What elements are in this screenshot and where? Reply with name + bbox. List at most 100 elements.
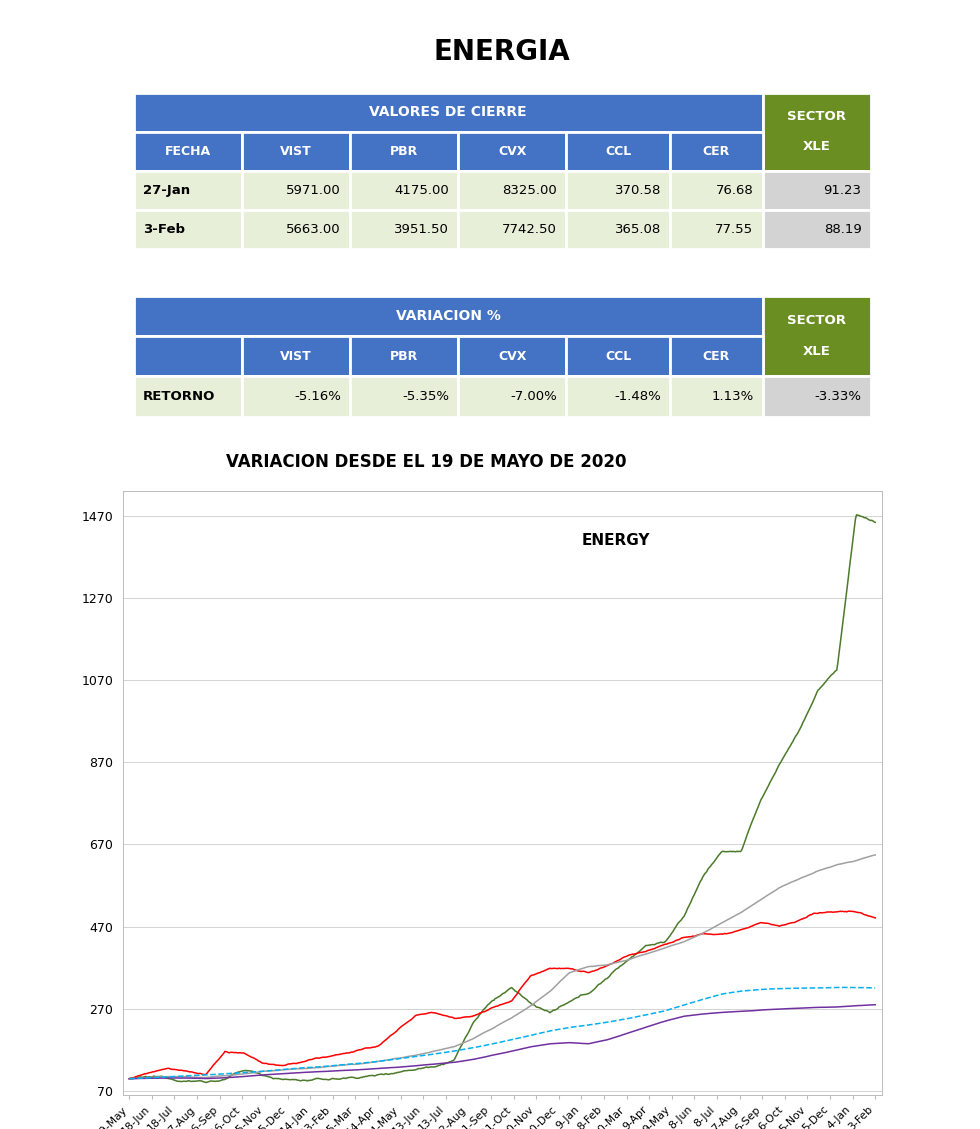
VIST	[738, 839, 750, 852]
Text: 5663.00: 5663.00	[286, 222, 341, 236]
Text: 88.19: 88.19	[824, 222, 861, 236]
CER	[786, 981, 798, 995]
VIST	[851, 508, 862, 522]
VIST	[200, 1076, 212, 1089]
Bar	[134, 296, 762, 336]
Text: 370.58: 370.58	[614, 184, 662, 196]
Bar	[350, 336, 459, 376]
Bar	[566, 170, 670, 210]
Bar	[670, 132, 762, 170]
Text: 27-Jan: 27-Jan	[143, 184, 190, 196]
Bar	[566, 336, 670, 376]
Text: ENERGY: ENERGY	[582, 533, 651, 549]
Text: CVX: CVX	[498, 145, 526, 158]
CCL	[869, 998, 881, 1012]
Text: CVX: CVX	[498, 350, 526, 362]
Line: PBR: PBR	[129, 911, 875, 1078]
Bar	[134, 376, 242, 417]
Bar	[134, 336, 242, 376]
VIST	[869, 516, 881, 530]
CER	[273, 1064, 285, 1077]
Text: -5.35%: -5.35%	[402, 390, 449, 403]
Text: CCL: CCL	[606, 145, 631, 158]
Bar	[566, 132, 670, 170]
Line: CCL: CCL	[129, 1005, 875, 1078]
Bar	[762, 296, 870, 376]
VIST	[123, 1071, 135, 1085]
Text: 91.23: 91.23	[823, 184, 861, 196]
Text: VALORES DE CIERRE: VALORES DE CIERRE	[369, 105, 527, 120]
Bar	[350, 170, 459, 210]
CER	[700, 991, 711, 1005]
VIST	[814, 681, 826, 694]
Text: 5971.00: 5971.00	[286, 184, 341, 196]
PBR	[844, 904, 856, 918]
CVX	[700, 925, 711, 938]
CVX	[736, 904, 748, 918]
CVX	[786, 875, 798, 889]
Bar	[762, 376, 870, 417]
Bar	[459, 170, 566, 210]
PBR	[675, 931, 687, 945]
Text: 8325.00: 8325.00	[503, 184, 558, 196]
Bar	[350, 132, 459, 170]
PBR	[869, 911, 881, 925]
Text: 365.08: 365.08	[615, 222, 662, 236]
CER	[675, 999, 687, 1013]
Line: CVX: CVX	[129, 855, 875, 1078]
Bar	[459, 210, 566, 248]
Bar	[134, 210, 242, 248]
Bar	[762, 210, 870, 248]
Line: VIST: VIST	[129, 515, 875, 1083]
CER	[736, 984, 748, 998]
Bar	[242, 132, 350, 170]
VIST	[702, 864, 713, 877]
Bar	[566, 210, 670, 248]
CCL	[736, 1005, 748, 1018]
Bar	[350, 376, 459, 417]
PBR	[123, 1071, 135, 1085]
PBR	[736, 922, 748, 936]
Text: PBR: PBR	[390, 145, 418, 158]
CVX	[123, 1071, 135, 1085]
Bar	[242, 336, 350, 376]
Text: -5.16%: -5.16%	[294, 390, 341, 403]
Text: 7742.50: 7742.50	[503, 222, 558, 236]
Text: 3951.50: 3951.50	[394, 222, 449, 236]
PBR	[700, 927, 711, 940]
Text: VIST: VIST	[280, 350, 312, 362]
Text: CER: CER	[703, 350, 730, 362]
Bar	[459, 376, 566, 417]
CCL	[675, 1010, 687, 1024]
Text: 1.13%: 1.13%	[711, 390, 754, 403]
Line: CER: CER	[129, 988, 875, 1078]
PBR	[273, 1059, 285, 1073]
Text: CER: CER	[703, 145, 730, 158]
CCL	[786, 1001, 798, 1015]
CCL	[273, 1067, 285, 1080]
Bar	[242, 210, 350, 248]
Bar	[762, 170, 870, 210]
Text: 4175.00: 4175.00	[394, 184, 449, 196]
Text: VARIACION DESDE EL 19 DE MAYO DE 2020: VARIACION DESDE EL 19 DE MAYO DE 2020	[226, 453, 626, 471]
Bar	[459, 336, 566, 376]
Text: XLE: XLE	[803, 140, 830, 154]
CVX	[675, 936, 687, 949]
Bar	[670, 170, 762, 210]
Text: -1.48%: -1.48%	[614, 390, 662, 403]
CER	[869, 981, 881, 995]
Bar	[134, 93, 762, 132]
CCL	[813, 1000, 825, 1014]
Bar	[670, 376, 762, 417]
Text: SECTOR: SECTOR	[787, 111, 846, 123]
Text: XLE: XLE	[803, 344, 830, 358]
PBR	[786, 916, 798, 929]
Text: PBR: PBR	[390, 350, 418, 362]
Text: -3.33%: -3.33%	[814, 390, 861, 403]
Text: 76.68: 76.68	[715, 184, 754, 196]
Text: VIST: VIST	[280, 145, 312, 158]
Bar	[762, 93, 870, 170]
Text: FECHA: FECHA	[165, 145, 211, 158]
VIST	[676, 912, 688, 926]
CER	[835, 981, 847, 995]
